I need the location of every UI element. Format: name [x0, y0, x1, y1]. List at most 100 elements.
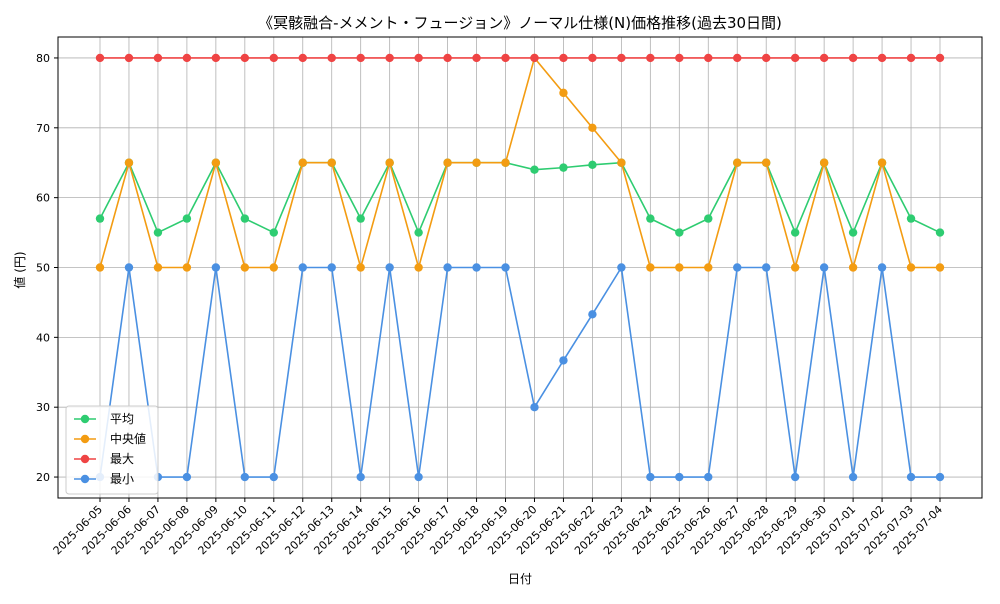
y-axis-label: 値 (円): [12, 251, 27, 288]
data-point: [124, 53, 134, 63]
data-point: [935, 472, 945, 482]
data-point: [472, 158, 481, 167]
data-point: [675, 472, 684, 482]
data-point: [675, 228, 684, 237]
legend-label: 平均: [110, 412, 134, 426]
data-point: [906, 53, 916, 63]
y-tick-label: 40: [36, 331, 50, 344]
data-point: [443, 53, 452, 63]
y-tick-label: 80: [36, 52, 50, 65]
data-point: [675, 53, 684, 63]
data-point: [327, 158, 336, 167]
legend-label: 最小: [110, 472, 134, 486]
legend-swatch-marker: [80, 474, 90, 484]
data-point: [153, 228, 163, 237]
y-tick-label: 50: [36, 262, 50, 275]
data-point: [704, 263, 713, 272]
data-point: [762, 53, 771, 63]
data-point: [790, 53, 800, 63]
data-point: [211, 263, 221, 272]
chart-title: 《冥骸融合-メメント・フュージョン》ノーマル仕様(N)価格推移(過去30日間): [258, 14, 782, 32]
data-point: [790, 472, 800, 482]
data-point: [906, 263, 916, 272]
legend-label: 中央値: [110, 431, 146, 446]
data-point: [906, 472, 916, 482]
data-point: [356, 214, 365, 223]
y-tick-label: 60: [36, 192, 50, 205]
data-point: [559, 88, 568, 98]
data-point: [501, 158, 510, 167]
data-point: [240, 263, 250, 272]
legend-swatch-marker: [80, 414, 90, 424]
data-point: [414, 228, 423, 237]
data-point: [617, 263, 626, 272]
data-point: [935, 53, 945, 63]
data-point: [443, 158, 452, 167]
data-point: [559, 356, 568, 365]
data-point: [385, 53, 394, 63]
data-point: [443, 263, 452, 272]
data-point: [385, 263, 394, 272]
data-point: [240, 214, 250, 223]
data-point: [733, 263, 742, 272]
data-point: [501, 263, 510, 272]
data-point: [269, 472, 278, 482]
data-point: [559, 163, 568, 172]
data-point: [790, 263, 800, 272]
data-point: [848, 472, 858, 482]
data-point: [95, 263, 105, 272]
data-point: [588, 310, 597, 319]
data-point: [762, 158, 771, 167]
data-point: [269, 53, 278, 63]
data-point: [617, 158, 626, 167]
data-point: [327, 53, 336, 63]
data-point: [356, 472, 365, 482]
data-point: [530, 53, 539, 63]
data-point: [588, 160, 597, 170]
data-point: [269, 228, 278, 237]
data-point: [153, 263, 163, 272]
data-point: [327, 263, 336, 272]
data-point: [240, 472, 250, 482]
x-axis-label: 日付: [508, 572, 532, 586]
legend-swatch-marker: [80, 454, 90, 464]
data-point: [588, 123, 597, 133]
legend-label: 最大: [110, 452, 134, 466]
data-point: [704, 214, 713, 223]
data-point: [530, 165, 539, 174]
series-line: [99, 56, 940, 271]
data-point: [559, 53, 568, 63]
data-point: [877, 158, 887, 167]
data-point: [414, 472, 423, 482]
data-point: [935, 228, 945, 237]
data-point: [848, 228, 858, 237]
legend-box: [65, 405, 159, 495]
data-point: [356, 53, 365, 63]
y-tick-label: 70: [36, 122, 50, 135]
data-point: [298, 53, 307, 63]
data-point: [356, 263, 365, 272]
series-line: [99, 160, 941, 235]
data-point: [848, 53, 858, 63]
series-2: [95, 53, 945, 63]
data-point: [819, 158, 829, 167]
series-1: [95, 53, 945, 272]
data-point: [877, 53, 887, 63]
data-point: [414, 53, 423, 63]
data-point: [733, 53, 742, 63]
data-point: [675, 263, 684, 272]
data-point: [819, 53, 829, 63]
series-lines: [95, 53, 945, 482]
data-point: [646, 53, 655, 63]
data-point: [646, 263, 655, 272]
data-point: [472, 53, 481, 63]
data-point: [646, 472, 655, 482]
data-point: [298, 158, 307, 167]
legend-swatch-marker: [80, 434, 90, 444]
data-point: [211, 158, 221, 167]
data-point: [182, 214, 192, 223]
